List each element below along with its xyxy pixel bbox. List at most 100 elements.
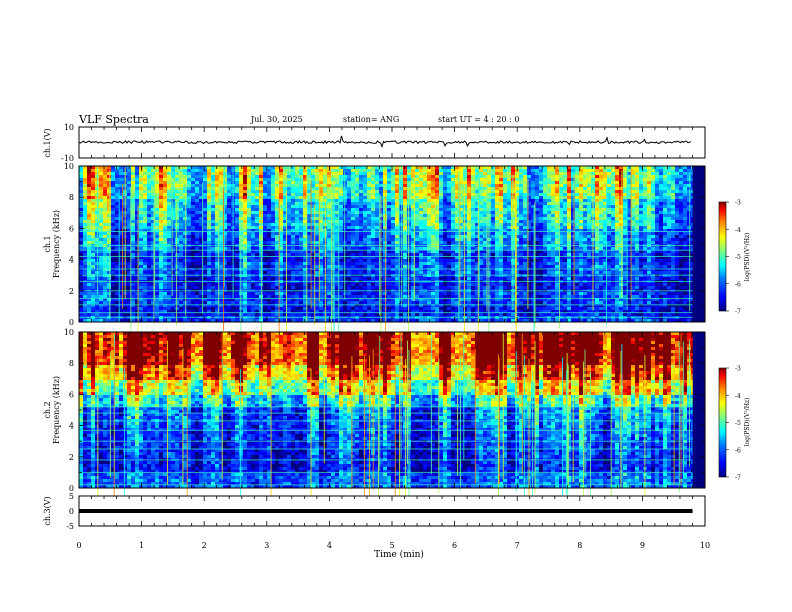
ch1-cell [263, 166, 268, 170]
ch1-cell [279, 313, 284, 317]
ch1-cell [211, 241, 216, 245]
ch1-cell [87, 268, 92, 272]
ch1-cell [271, 277, 276, 281]
ch1-cell [283, 250, 288, 254]
ch1-cell [279, 307, 284, 311]
ch1-cell [251, 265, 256, 269]
ch1-cell [195, 187, 200, 191]
ch1-cell [163, 193, 168, 197]
ch1-cell [271, 220, 276, 224]
ch1-cell [191, 319, 196, 323]
ch1-cell [183, 277, 188, 281]
ch1-cell [375, 169, 380, 173]
ch1-cell [303, 304, 308, 308]
ch1-cell [143, 196, 148, 200]
ch1-cell [435, 232, 440, 236]
ch1-cell [191, 286, 196, 290]
ch1-cell [291, 205, 296, 209]
ch1-cell [207, 166, 212, 170]
ch1-cell [335, 262, 340, 266]
ch1-cell [151, 301, 156, 305]
ch1-cell [335, 190, 340, 194]
ch1-cell [283, 253, 288, 257]
ch1-cell [111, 313, 116, 317]
ch1-cell [367, 175, 372, 179]
ch1-cell [319, 172, 324, 176]
ch1-cell [395, 319, 400, 323]
ch1-cell [215, 310, 220, 314]
ch1-cell [435, 184, 440, 188]
ch1-cell [187, 310, 192, 314]
ch1-cell [307, 277, 312, 281]
ch1-cell [431, 208, 436, 212]
ch1-cell [427, 235, 432, 239]
ch1-cell [327, 181, 332, 185]
ch1-cell [95, 298, 100, 302]
ch1-cell [363, 208, 368, 212]
ch1-cell [279, 172, 284, 176]
ch1-cell [315, 286, 320, 290]
ch1-cell [107, 253, 112, 257]
ch1-cell [179, 172, 184, 176]
ch1-cell [163, 259, 168, 263]
ch1-cell [143, 178, 148, 182]
ch1-cell [299, 301, 304, 305]
ch1-cell [375, 217, 380, 221]
ch1-cell [427, 277, 432, 281]
ch1-cell [435, 301, 440, 305]
ch1-cell [371, 166, 376, 170]
ch1-cell [423, 271, 428, 275]
ch1-cell [227, 268, 232, 272]
ch1-cell [363, 286, 368, 290]
ch1-cell [267, 169, 272, 173]
ch1-cell [315, 268, 320, 272]
ch1-cell [415, 214, 420, 218]
ch1-cell [395, 166, 400, 170]
ch1-cell [315, 196, 320, 200]
ch1-cell [371, 220, 376, 224]
ch1-cell [399, 223, 404, 227]
ch1-cell [119, 250, 124, 254]
ch1-cell [151, 226, 156, 230]
ch1-cell [347, 211, 352, 215]
ch1-cell [247, 307, 252, 311]
ch1-cell [115, 196, 120, 200]
ch1-cell [199, 268, 204, 272]
ch1-cell [243, 208, 248, 212]
ch1-cell [359, 262, 364, 266]
ch1-cell [451, 226, 456, 230]
ch1-cell [435, 169, 440, 173]
ch1-cell [279, 253, 284, 257]
ch1-cell [443, 184, 448, 188]
ch1-cell [347, 319, 352, 323]
ch1-cell [351, 304, 356, 308]
ch1-cell [219, 211, 224, 215]
ch1-cell [219, 283, 224, 287]
ch1-cell [287, 247, 292, 251]
ch1-cell [299, 286, 304, 290]
ch1-cell [107, 319, 112, 323]
ch1-cell [215, 190, 220, 194]
ch1-cell [331, 172, 336, 176]
ch1-cell [131, 220, 136, 224]
ch1-cell [147, 286, 152, 290]
ch1-cell [283, 262, 288, 266]
ch1-cell [447, 286, 452, 290]
ch1-cell [271, 304, 276, 308]
ch1-cell [339, 229, 344, 233]
ch1-cell [359, 283, 364, 287]
ch1-cell [255, 256, 260, 260]
ch1-cell [103, 307, 108, 311]
ch1-cell [135, 271, 140, 275]
ch1-cell [215, 307, 220, 311]
ch1-cell [419, 196, 424, 200]
ch1-cell [239, 184, 244, 188]
ch1-cell [339, 172, 344, 176]
ch1-cell [287, 181, 292, 185]
ch1-cell [199, 169, 204, 173]
ch1-cell [299, 196, 304, 200]
ch1-cell [87, 307, 92, 311]
ch1-cell [203, 205, 208, 209]
ch1-cell [243, 286, 248, 290]
ch1-cell [439, 250, 444, 254]
